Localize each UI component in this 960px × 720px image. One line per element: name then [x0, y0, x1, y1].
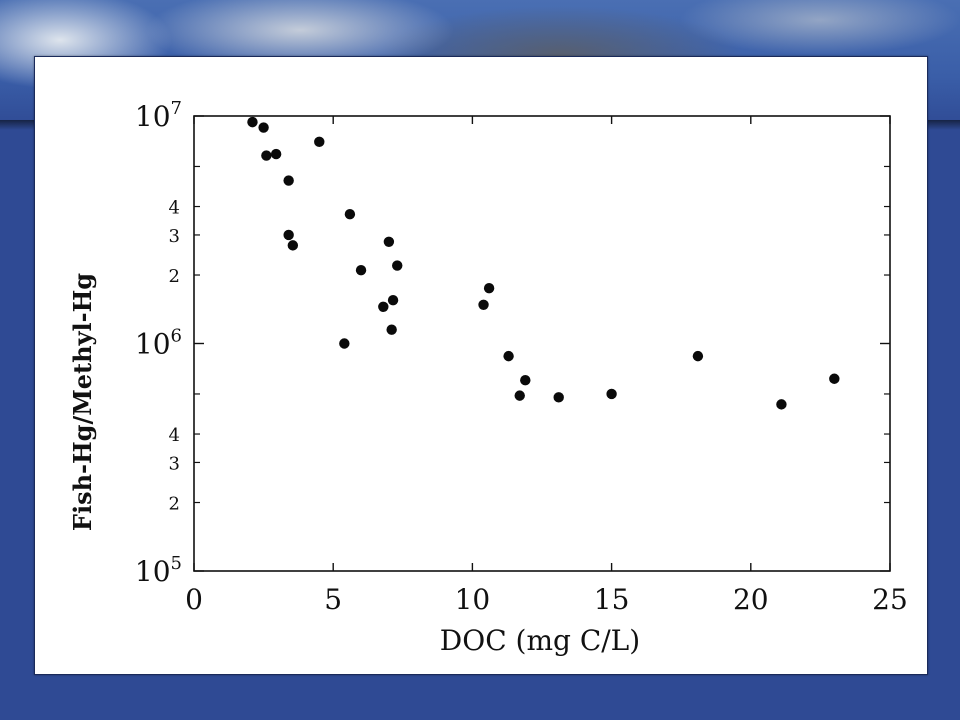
- data-point: [478, 299, 489, 310]
- y-axis-label: Fish-Hg/Methyl-Hg: [68, 273, 97, 531]
- data-point: [339, 338, 350, 349]
- data-point: [503, 350, 514, 362]
- y-tick-label: 106: [135, 326, 182, 361]
- data-point: [392, 260, 403, 271]
- y-minor-tick-label: 4: [169, 198, 180, 219]
- x-tick-label: 25: [872, 583, 908, 616]
- y-tick-label: 107: [135, 98, 182, 133]
- y-minor-tick-label: 2: [169, 494, 180, 515]
- y-minor-tick-label: 2: [169, 266, 180, 287]
- data-point: [386, 324, 397, 335]
- data-point: [514, 390, 525, 401]
- x-tick-label: 0: [185, 583, 203, 616]
- data-point: [606, 388, 617, 400]
- data-point: [270, 148, 282, 160]
- data-point: [314, 136, 325, 148]
- data-point: [483, 283, 495, 294]
- y-minor-tick-label: 4: [169, 425, 180, 446]
- data-point: [247, 116, 258, 128]
- data-point: [378, 301, 389, 312]
- data-point: [355, 264, 367, 276]
- data-point: [261, 150, 272, 161]
- y-minor-tick-label: 3: [169, 226, 180, 247]
- data-point: [692, 350, 704, 362]
- data-point: [383, 236, 395, 247]
- plot-frame: [193, 115, 891, 572]
- data-point: [344, 209, 356, 220]
- data-point: [553, 392, 564, 403]
- data-point: [283, 175, 294, 186]
- data-point: [283, 229, 294, 241]
- x-tick-label: 5: [324, 583, 342, 616]
- x-tick-label: 10: [455, 583, 491, 616]
- data-point: [520, 374, 531, 386]
- y-tick-label: 105: [135, 553, 182, 588]
- chart-panel: 0 5 10 15 20 25 105 106 107 2 3 4 2 3 4 DOC (mg C/L) F…: [34, 56, 928, 675]
- x-axis-label: DOC (mg C/L): [440, 624, 640, 657]
- data-point: [776, 399, 787, 410]
- data-point: [287, 240, 299, 251]
- y-minor-tick-label: 3: [169, 453, 180, 474]
- data-point: [829, 373, 840, 384]
- scatter-chart: 0 5 10 15 20 25 105 106 107 2 3 4 2 3 4 DOC (mg C/L) F…: [68, 98, 908, 657]
- data-point: [258, 122, 269, 133]
- data-point: [387, 294, 399, 306]
- x-tick-label: 15: [594, 583, 630, 616]
- x-tick-label: 20: [733, 583, 769, 616]
